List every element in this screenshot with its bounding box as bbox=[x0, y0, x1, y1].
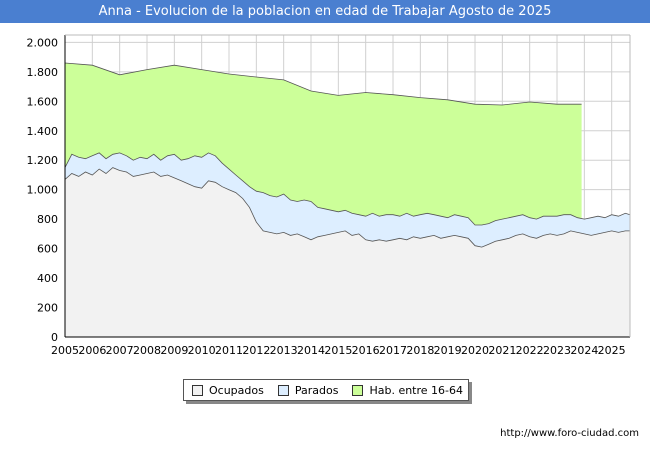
legend-label-parados: Parados bbox=[294, 383, 339, 397]
y-tick-label: 200 bbox=[37, 302, 58, 315]
x-tick-label: 2024 bbox=[570, 344, 598, 357]
y-tick-label: 1.800 bbox=[27, 66, 59, 79]
x-tick-label: 2018 bbox=[406, 344, 434, 357]
y-tick-label: 600 bbox=[37, 243, 58, 256]
legend-label-hab: Hab. entre 16-64 bbox=[369, 383, 464, 397]
x-tick-label: 2014 bbox=[297, 344, 325, 357]
legend: Ocupados Parados Hab. entre 16-64 bbox=[183, 379, 469, 401]
y-tick-label: 0 bbox=[51, 331, 58, 344]
x-tick-label: 2011 bbox=[215, 344, 243, 357]
x-tick-label: 2005 bbox=[51, 344, 79, 357]
source-credit: http://www.foro-ciudad.com bbox=[500, 428, 639, 439]
x-tick-label: 2022 bbox=[516, 344, 544, 357]
x-tick-label: 2020 bbox=[461, 344, 489, 357]
x-tick-label: 2015 bbox=[324, 344, 352, 357]
x-tick-label: 2016 bbox=[352, 344, 380, 357]
legend-label-ocupados: Ocupados bbox=[209, 383, 264, 397]
x-tick-label: 2019 bbox=[434, 344, 462, 357]
legend-item-hab: Hab. entre 16-64 bbox=[352, 384, 463, 397]
legend-item-parados: Parados bbox=[277, 383, 339, 397]
line-parados bbox=[64, 152, 631, 226]
line-ocupados bbox=[64, 167, 630, 248]
legend-item-ocupados: Ocupados bbox=[192, 384, 264, 397]
line-hab-entre-16-64 bbox=[64, 62, 582, 106]
legend-swatch-hab bbox=[352, 384, 364, 396]
y-tick-label: 1.000 bbox=[27, 184, 59, 197]
chart-title: Anna - Evolucion de la poblacion en edad… bbox=[0, 0, 650, 23]
legend-swatch-parados bbox=[277, 384, 289, 396]
x-tick-label: 2008 bbox=[133, 344, 161, 357]
y-tick-label: 400 bbox=[37, 272, 58, 285]
x-tick-label: 2013 bbox=[270, 344, 298, 357]
y-tick-label: 2.000 bbox=[27, 36, 59, 49]
x-tick-label: 2025 bbox=[598, 344, 626, 357]
x-tick-label: 2007 bbox=[106, 344, 134, 357]
x-tick-label: 2017 bbox=[379, 344, 407, 357]
x-tick-label: 2021 bbox=[488, 344, 516, 357]
axes bbox=[64, 34, 631, 338]
area-ocupados bbox=[65, 167, 630, 337]
x-tick-label: 2010 bbox=[188, 344, 216, 357]
x-tick-label: 2009 bbox=[160, 344, 188, 357]
legend-swatch-ocupados bbox=[192, 384, 203, 396]
x-tick-label: 2023 bbox=[543, 344, 571, 357]
y-tick-label: 1.400 bbox=[27, 125, 59, 138]
x-tick-label: 2012 bbox=[242, 344, 270, 357]
y-tick-label: 1.200 bbox=[27, 154, 59, 167]
series-lines bbox=[64, 62, 631, 248]
y-tick-label: 800 bbox=[37, 213, 58, 226]
x-tick-label: 2006 bbox=[78, 344, 106, 357]
x-axis-ticks: 2005 2006 2007 2008 2009 2010 2011 2012 2013 2014… bbox=[51, 344, 626, 357]
area-series bbox=[65, 63, 630, 337]
y-axis-ticks: 0 200 400 600 800 1.000 1.200 1.400 1.600 1.800 2.… bbox=[27, 36, 59, 344]
y-tick-label: 1.600 bbox=[27, 95, 59, 108]
